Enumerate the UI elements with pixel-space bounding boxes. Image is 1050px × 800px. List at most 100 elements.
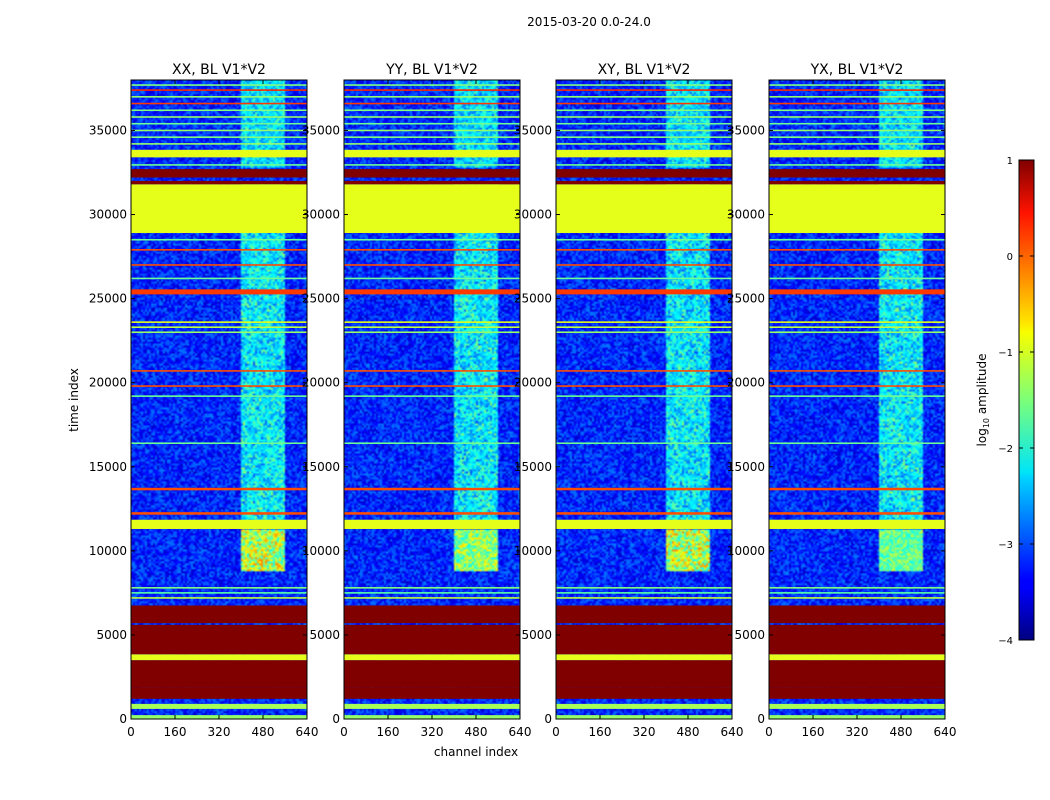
y-tick-label: 0	[544, 712, 552, 726]
flagged-time-band	[131, 149, 307, 158]
flagged-time-line	[131, 331, 307, 334]
flagged-time-line	[556, 277, 732, 280]
colorbar-label-subscript: 10	[982, 418, 991, 428]
flagged-time-line	[344, 96, 520, 98]
flagged-time-line	[769, 96, 945, 98]
flagged-time-band	[344, 149, 520, 158]
x-tick-label: 0	[765, 725, 773, 739]
colorbar-label-prefix: log	[975, 428, 989, 446]
flagged-time-band	[131, 180, 307, 185]
flagged-time-band	[131, 519, 307, 529]
y-tick-label: 20000	[89, 376, 127, 390]
flagged-time-band	[769, 605, 945, 624]
flagged-time-line	[131, 136, 307, 138]
flagged-time-line	[769, 89, 945, 91]
y-tick-label: 0	[757, 712, 765, 726]
flagged-time-band	[344, 605, 520, 624]
colorbar-label-suffix: amplitude	[975, 354, 989, 418]
y-tick-label: 30000	[89, 208, 127, 222]
flagged-time-line	[769, 109, 945, 112]
flagged-time-line	[769, 592, 945, 594]
flagged-time-line	[769, 326, 945, 328]
flagged-time-line	[131, 116, 307, 118]
flagged-time-line	[769, 122, 945, 125]
flagged-time-line	[769, 277, 945, 280]
flagged-time-line	[556, 370, 732, 372]
flagged-time-band	[769, 180, 945, 185]
y-tick-label: 0	[119, 712, 127, 726]
flagged-time-band	[344, 703, 520, 709]
figure-suptitle: 2015-03-20 0.0-24.0	[527, 15, 651, 29]
flagged-time-line	[556, 264, 732, 266]
flagged-time-line	[131, 164, 307, 166]
flagged-time-line	[769, 102, 945, 105]
x-tick-label: 480	[252, 725, 275, 739]
flagged-time-line	[131, 109, 307, 112]
flagged-time-line	[344, 102, 520, 105]
x-tick-label: 480	[465, 725, 488, 739]
flagged-time-band	[131, 487, 307, 491]
flagged-time-band	[131, 654, 307, 661]
flagged-time-line	[556, 143, 732, 145]
flagged-time-band	[769, 654, 945, 661]
panel-title: YX, BL V1*V2	[810, 62, 904, 78]
flagged-time-band	[344, 660, 520, 688]
flagged-time-line	[556, 122, 732, 125]
flagged-time-line	[131, 321, 307, 323]
flagged-time-line	[131, 122, 307, 125]
flagged-time-line	[556, 84, 732, 86]
flagged-time-line	[131, 89, 307, 91]
flagged-time-line	[556, 395, 732, 397]
flagged-time-line	[556, 326, 732, 328]
flagged-time-line	[556, 129, 732, 132]
flagged-time-line	[344, 370, 520, 372]
flagged-time-line	[769, 321, 945, 323]
flagged-time-band	[769, 660, 945, 688]
flagged-time-line	[344, 129, 520, 132]
flagged-time-line	[344, 116, 520, 118]
flagged-time-line	[556, 109, 732, 112]
y-tick-label: 15000	[89, 460, 127, 474]
y-tick-label: 20000	[302, 376, 340, 390]
flagged-time-line	[769, 84, 945, 86]
flagged-time-line	[344, 321, 520, 323]
y-tick-label: 25000	[727, 292, 765, 306]
flagged-time-line	[344, 84, 520, 86]
flagged-time-line	[131, 84, 307, 86]
flagged-time-band	[556, 487, 732, 491]
flagged-time-band	[556, 184, 732, 234]
colorbar: 10−1−2−3−4 log10 amplitude	[975, 156, 1035, 647]
flagged-time-band	[769, 519, 945, 529]
flagged-time-band	[131, 512, 307, 515]
flagged-time-line	[769, 136, 945, 138]
flagged-time-line	[769, 143, 945, 145]
x-tick-label: 0	[127, 725, 135, 739]
y-tick-label: 5000	[96, 628, 127, 642]
flagged-time-band	[769, 624, 945, 655]
y-tick-label: 25000	[302, 292, 340, 306]
flagged-time-line	[769, 597, 945, 599]
flagged-time-band	[344, 687, 520, 699]
colorbar-tick-label: 1	[1007, 156, 1013, 167]
flagged-time-band	[556, 519, 732, 529]
flagged-time-line	[344, 109, 520, 112]
flagged-time-band	[556, 687, 732, 699]
flagged-time-line	[556, 385, 732, 387]
flagged-time-line	[131, 385, 307, 387]
flagged-time-band	[344, 512, 520, 515]
flagged-time-band	[344, 624, 520, 655]
flagged-time-line	[769, 116, 945, 118]
flagged-time-band	[344, 169, 520, 178]
flagged-time-line	[344, 385, 520, 387]
flagged-time-line	[556, 96, 732, 98]
flagged-time-line	[769, 164, 945, 166]
flagged-time-line	[131, 102, 307, 105]
flagged-time-line	[556, 442, 732, 445]
flagged-time-line	[556, 587, 732, 589]
flagged-time-band	[769, 149, 945, 158]
colorbar-tick-label: 0	[1007, 252, 1013, 263]
flagged-time-line	[131, 442, 307, 445]
flagged-time-band	[556, 149, 732, 158]
flagged-time-line	[344, 442, 520, 445]
flagged-time-band	[344, 654, 520, 661]
